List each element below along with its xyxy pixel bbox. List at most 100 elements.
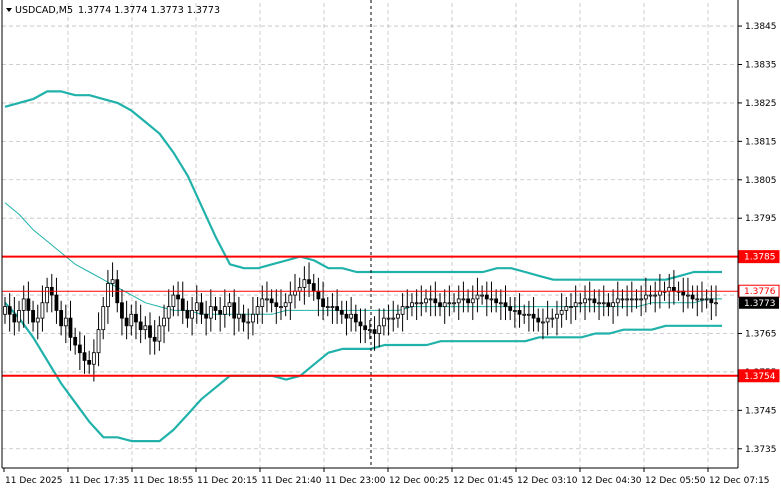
candle-body: [129, 313, 134, 327]
candle-body: [87, 359, 92, 365]
grid: [2, 3, 738, 468]
candle-body: [657, 290, 662, 296]
candle-body: [447, 302, 452, 305]
candle-body: [597, 302, 601, 305]
current-price-tag: [739, 296, 779, 309]
candle-body: [714, 302, 718, 305]
x-tick-label: 11 Dec 23:00: [325, 476, 386, 486]
y-tick-label: 1.3735: [745, 445, 777, 455]
candle-body: [564, 306, 569, 311]
candle-body: [91, 352, 96, 365]
x-tick-label: 12 Dec 04:30: [581, 476, 642, 486]
candle-body: [213, 306, 218, 311]
candle-body: [480, 294, 485, 297]
candle-body: [236, 313, 241, 319]
candle-body: [414, 302, 419, 305]
candle-body: [372, 329, 377, 334]
candle-body: [232, 302, 237, 319]
candle-body: [545, 317, 550, 323]
candle-body: [63, 317, 68, 327]
candle-body: [307, 279, 311, 284]
candle-body: [246, 321, 251, 324]
candle-body: [424, 298, 428, 304]
candle-body: [405, 306, 410, 308]
candle-body: [396, 313, 400, 319]
x-tick-label: 12 Dec 05:50: [645, 476, 706, 486]
candle-body: [503, 302, 508, 307]
candle-body: [82, 352, 87, 361]
candle-body: [12, 313, 17, 323]
candle-body: [148, 325, 152, 338]
candles: [3, 262, 718, 382]
candle-body: [522, 313, 527, 316]
candle-body: [185, 310, 190, 319]
candle-body: [265, 298, 269, 301]
candle-body: [428, 298, 433, 301]
candle-body: [498, 302, 503, 305]
candle-body: [629, 298, 634, 301]
candle-body: [21, 298, 26, 311]
candle-body: [120, 302, 124, 319]
candle-body: [681, 290, 686, 296]
candle-body: [419, 302, 424, 305]
candle-body: [363, 325, 368, 331]
candle-body: [77, 344, 82, 354]
candle-body: [110, 279, 115, 284]
candle-body: [400, 306, 405, 315]
candle-body: [17, 310, 21, 323]
candle-body: [279, 306, 283, 308]
level-tag-label: 1.3785: [744, 253, 776, 263]
candle-body: [531, 313, 536, 319]
candle-body: [386, 317, 391, 320]
candle-body: [358, 321, 363, 327]
candle-body: [101, 306, 106, 331]
candle-body: [176, 294, 180, 300]
x-tick-label: 11 Dec 21:40: [261, 476, 322, 486]
candle-body: [461, 298, 466, 301]
candle-body: [157, 325, 162, 342]
candle-body: [59, 310, 64, 327]
candle-body: [517, 310, 522, 315]
candle-body: [620, 298, 625, 301]
candle-body: [138, 321, 143, 331]
level-tag-label: 1.3776: [744, 287, 776, 297]
symbol-label: USDCAD,M5: [15, 5, 73, 16]
candle-body: [526, 313, 531, 316]
candle-body: [251, 313, 255, 323]
candle-body: [218, 310, 223, 315]
dropdown-arrow-icon[interactable]: [6, 8, 12, 12]
candle-body: [222, 306, 227, 315]
candle-body: [489, 298, 494, 301]
candle-body: [283, 302, 288, 307]
level-lines: [2, 255, 738, 377]
candle-body: [134, 313, 138, 323]
candle-body: [583, 298, 587, 304]
candle-body: [330, 306, 335, 308]
candle-body: [672, 286, 676, 292]
candle-body: [587, 298, 592, 301]
y-tick-label: 1.3745: [745, 406, 777, 416]
x-tick-label: 11 Dec 2025: [5, 476, 63, 486]
candle-body: [555, 313, 559, 319]
candle-body: [353, 313, 358, 323]
candle-body: [686, 294, 690, 297]
level-tag-resistance: [738, 250, 780, 264]
candle-body: [690, 294, 695, 300]
candle-body: [344, 313, 349, 319]
ohlc-values: 1.3774 1.3774 1.3773 1.3773: [78, 5, 220, 16]
x-tick-label: 12 Dec 01:45: [453, 476, 514, 486]
candle-body: [302, 279, 307, 288]
y-tick-label: 1.3795: [745, 214, 777, 224]
candle-body: [204, 313, 209, 319]
candle-body: [648, 294, 653, 297]
y-tick-label: 1.3765: [745, 329, 777, 339]
candle-body: [381, 317, 386, 327]
candle-body: [592, 298, 597, 304]
candle-body: [269, 298, 274, 304]
candle-body: [433, 298, 438, 304]
candle-body: [45, 286, 49, 304]
candle-body: [96, 329, 101, 354]
